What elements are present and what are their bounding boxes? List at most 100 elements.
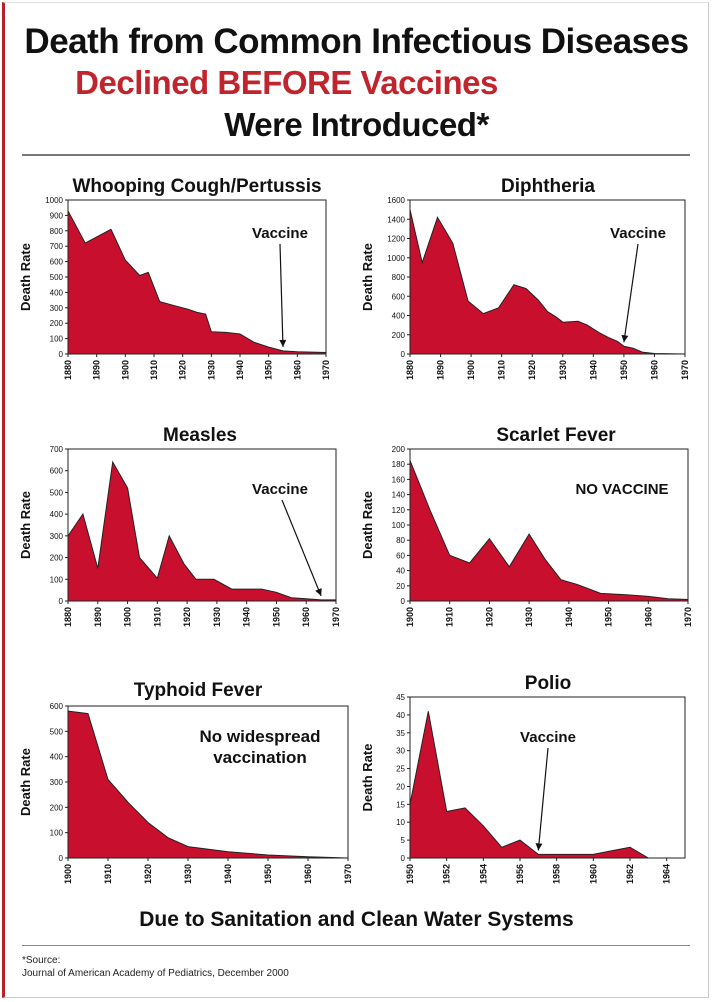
x-tick-label: 1940 [235,360,245,380]
annotation-text: No widespread vaccination [200,727,321,767]
arrow-shaft [281,499,322,597]
x-tick-label: 1930 [212,607,222,627]
source-label: *Source: [22,955,61,966]
x-tick-label: 1954 [478,864,488,884]
x-tick-label: 1880 [63,360,73,380]
x-tick-label: 1880 [63,607,73,627]
title-divider [22,154,690,156]
y-tick-label: 20 [396,582,405,591]
x-tick-label: 1970 [683,607,693,627]
chart-6: Polio 0 5 10 15 20 25 30 35 40 45 1950 1952 1954 1956 1… [360,673,686,884]
y-tick-label: 5 [401,836,406,845]
x-tick-label: 1930 [524,607,534,627]
x-tick-label: 1910 [497,360,507,380]
source-citation: Journal of American Academy of Pediatric… [22,968,289,979]
x-tick-label: 1920 [484,607,494,627]
x-tick-label: 1956 [515,864,525,884]
arrow-shaft [623,243,639,343]
x-tick-label: 1960 [301,607,311,627]
x-tick-label: 1930 [183,864,193,884]
y-tick-label: 1400 [387,215,405,224]
x-tick-label: 1950 [619,360,629,380]
y-tick-label: 300 [50,532,64,541]
y-tick-label: 400 [392,312,406,321]
chart-title: Polio [525,673,571,694]
y-tick-label: 100 [50,335,64,344]
y-tick-label: 600 [50,702,64,711]
y-axis-label: Death Rate [18,491,33,559]
plot-border [67,448,337,602]
x-tick-label: 1960 [643,607,653,627]
x-tick-label: 1900 [123,607,133,627]
arrow-head [279,339,287,347]
x-tick-label: 1970 [680,360,690,380]
area-series [409,460,689,602]
y-tick-label: 180 [392,460,406,469]
x-tick-label: 1950 [263,864,273,884]
x-tick-label: 1950 [271,607,281,627]
y-axis-label: Death Rate [18,748,33,816]
title-line-1: Death from Common Infectious Diseases [24,22,689,61]
chart-3: Measles 0 100 200 300 400 500 600 700 1880 1890 190… [18,425,341,627]
arrow-head [315,588,322,596]
y-tick-label: 10 [396,818,405,827]
x-tick-label: 1880 [405,360,415,380]
x-tick-label: 1970 [343,864,353,884]
y-tick-label: 400 [50,288,64,297]
area-series [67,710,349,859]
y-tick-label: 25 [396,765,405,774]
x-tick-label: 1920 [182,607,192,627]
y-tick-label: 700 [50,445,64,454]
area-series [409,209,686,355]
y-tick-label: 800 [392,273,406,282]
x-tick-label: 1964 [662,864,672,884]
chart-title: Scarlet Fever [496,425,616,446]
y-tick-label: 1200 [387,235,405,244]
y-tick-label: 200 [50,319,64,328]
y-tick-label: 200 [392,445,406,454]
x-tick-label: 1890 [93,607,103,627]
y-tick-label: 40 [396,711,405,720]
x-tick-label: 1920 [143,864,153,884]
x-tick-label: 1900 [466,360,476,380]
x-tick-label: 1920 [527,360,537,380]
title-line-2: Declined BEFORE Vaccines [75,64,498,101]
x-tick-label: 1960 [292,360,302,380]
x-tick-label: 1920 [178,360,188,380]
x-tick-label: 1940 [588,360,598,380]
x-tick-label: 1900 [405,607,415,627]
y-tick-label: 400 [50,510,64,519]
x-tick-label: 1890 [92,360,102,380]
y-tick-label: 200 [392,331,406,340]
y-tick-label: 800 [50,227,64,236]
y-tick-label: 200 [50,554,64,563]
chart-2: Diphtheria 0 200 400 600 800 1000 1200 1400 1600 1… [360,176,690,380]
x-tick-label: 1950 [405,864,415,884]
footer-divider [22,945,690,946]
y-tick-label: 0 [401,854,406,863]
annotation-text: Vaccine [520,729,576,746]
annotation-text: NO VACCINE [575,481,668,498]
y-axis-label: Death Rate [360,744,375,812]
x-tick-label: 1958 [552,864,562,884]
arrow-shaft [279,243,284,347]
x-tick-label: 1962 [625,864,635,884]
y-tick-label: 15 [396,800,405,809]
arrow-head [621,334,629,343]
y-tick-label: 600 [50,467,64,476]
y-tick-label: 700 [50,242,64,251]
y-tick-label: 140 [392,491,406,500]
y-tick-label: 0 [401,350,406,359]
y-tick-label: 100 [50,575,64,584]
y-tick-label: 300 [50,304,64,313]
y-tick-label: 1000 [45,196,63,205]
y-tick-label: 0 [401,597,406,606]
y-tick-label: 0 [59,350,64,359]
x-tick-label: 1930 [558,360,568,380]
annotation-text: Vaccine [252,225,308,242]
x-tick-label: 1970 [331,607,341,627]
x-tick-label: 1910 [445,607,455,627]
y-tick-label: 35 [396,729,405,738]
title-line-3: Were Introduced* [224,106,489,143]
